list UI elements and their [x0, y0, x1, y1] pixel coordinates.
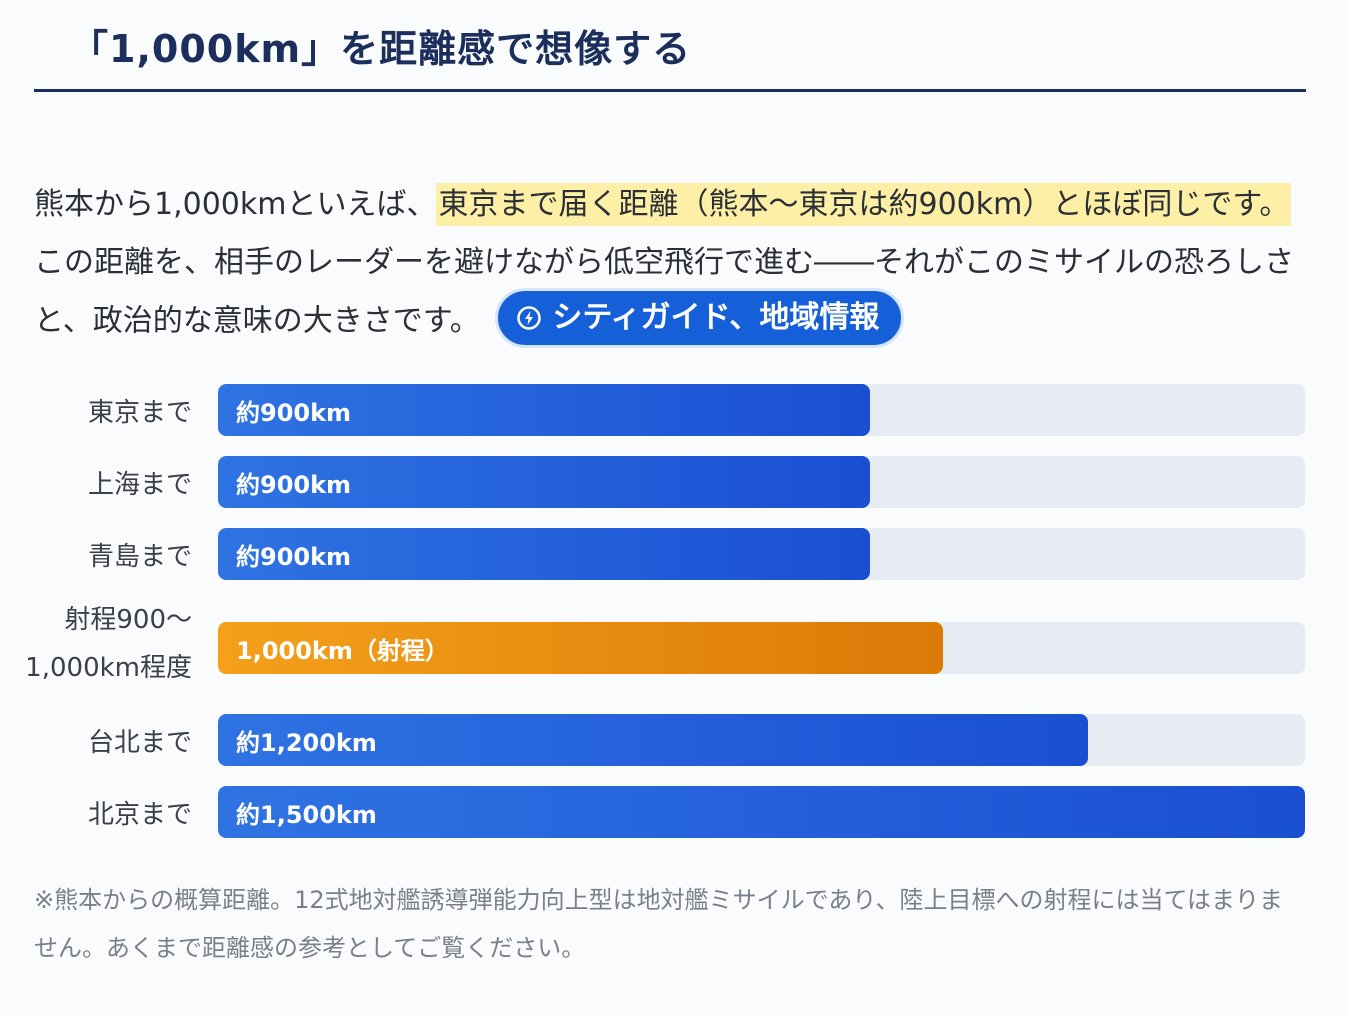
bar-track: 約900km — [218, 528, 1305, 580]
category-label: 北京まで — [87, 799, 192, 830]
bar-value-label: 1,000km（射程） — [236, 636, 449, 665]
bar-row: 上海まで 約900km — [0, 456, 1348, 508]
bar-value-label: 約900km — [236, 542, 352, 571]
bar-track: 約1,200km — [218, 714, 1305, 766]
bar-track: 1,000km（射程） — [218, 622, 1305, 674]
city-guide-label: シティガイド、地域情報 — [552, 300, 880, 335]
category-label: 台北まで — [87, 727, 192, 758]
heading-bar: 「1,000km」を距離感で想像する — [34, 0, 1306, 92]
lead-highlight: 東京まで届く距離（熊本〜東京は約900km）とほぼ同じです。 — [436, 183, 1292, 226]
bar-value-label: 約900km — [236, 398, 352, 427]
distance-bar — [218, 786, 1305, 838]
bar-row: 東京まで 約900km — [0, 384, 1348, 436]
category-label: 射程900〜 1,000km程度 — [25, 605, 192, 683]
city-guide-button[interactable]: シティガイド、地域情報 — [495, 288, 905, 348]
bar-value-label: 約1,500km — [236, 800, 377, 829]
lead-text-1: 熊本から1,000kmといえば、 — [34, 187, 437, 222]
bar-row: 台北まで 約1,200km — [0, 714, 1348, 766]
category-label: 東京まで — [87, 397, 192, 428]
distance-bar — [218, 456, 870, 508]
bar-row: 青島まで 約900km — [0, 528, 1348, 580]
lightning-circle-icon — [516, 305, 542, 331]
bar-track: 約900km — [218, 384, 1305, 436]
distance-bar — [218, 714, 1088, 766]
bar-track: 約1,500km — [218, 786, 1305, 838]
page-title: 「1,000km」を距離感で想像する — [70, 27, 692, 71]
distance-bar — [218, 384, 870, 436]
range-bar — [218, 622, 943, 674]
bar-track: 約900km — [218, 456, 1305, 508]
category-label: 青島まで — [87, 541, 192, 572]
lead-text-2: この距離を、相手のレーダーを避けながら低空飛行で進む――それがこのミサイルの恐ろ… — [34, 245, 1294, 339]
category-label: 上海まで — [87, 469, 192, 500]
distance-bar — [218, 528, 870, 580]
bar-row: 射程900〜 1,000km程度 1,000km（射程） — [0, 605, 1348, 683]
bar-value-label: 約1,200km — [236, 728, 377, 757]
lead-paragraph: 熊本から1,000kmといえば、東京まで届く距離（熊本〜東京は約900km）とほ… — [34, 176, 1306, 352]
bar-row: 北京まで 約1,500km — [0, 786, 1348, 838]
footnote: ※熊本からの概算距離。12式地対艦誘導弾能力向上型は地対艦ミサイルであり、陸上目… — [34, 886, 1283, 962]
bar-value-label: 約900km — [236, 470, 352, 499]
